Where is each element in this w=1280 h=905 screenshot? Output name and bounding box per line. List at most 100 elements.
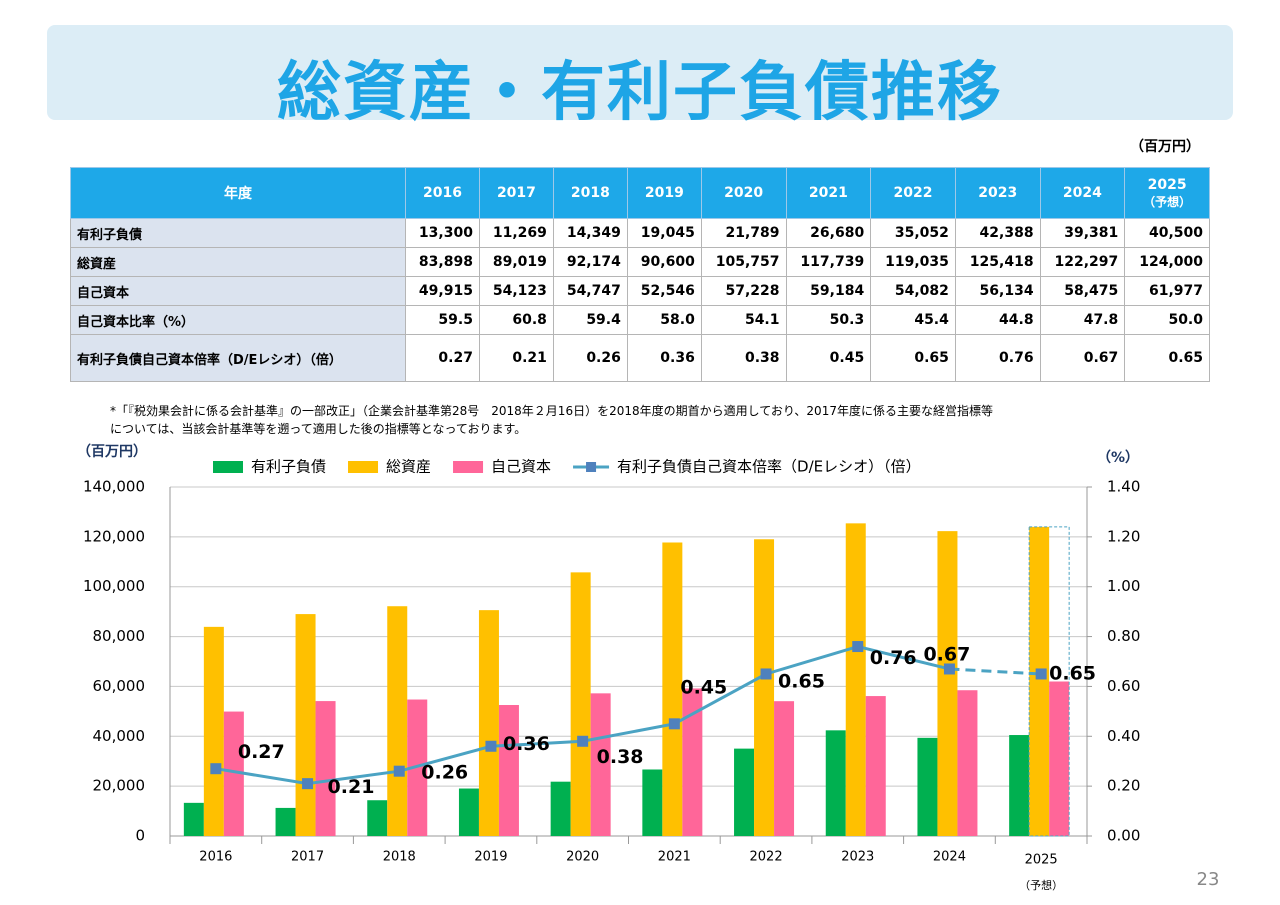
header-note: （予想）	[1143, 194, 1192, 209]
data-label: 0.26	[421, 762, 468, 784]
x-tick-label: 2023	[841, 850, 874, 865]
title-band: 総資産・有利子負債推移	[47, 25, 1233, 130]
legend-swatch	[348, 461, 379, 473]
y-tick-label: 0	[135, 827, 145, 845]
bar	[825, 730, 846, 836]
value-cell: 105,757	[700, 247, 787, 277]
header-cell: 2025 （予想）	[1124, 167, 1210, 219]
footnote-line: については、当該会計基準等を遡って適用した後の指標等となっております。	[110, 422, 527, 436]
value-cell: 39,381	[1039, 218, 1126, 248]
bar	[774, 701, 795, 836]
x-tick-label: 2018	[383, 850, 416, 865]
bar	[754, 539, 775, 836]
y2-axis-label: （%）	[1097, 450, 1139, 466]
header-text: 2018	[570, 185, 610, 201]
x-tick-label: 2025	[1025, 853, 1058, 868]
value-cell: 92,174	[552, 247, 628, 277]
header-text: 2024	[1062, 185, 1102, 201]
page-number: 23	[1197, 869, 1220, 890]
header-cell: 2020	[700, 167, 787, 219]
bar	[957, 690, 978, 836]
value-cell: 42,388	[954, 218, 1041, 248]
header-cell: 2021	[785, 167, 872, 219]
x-tick-label: 2017	[291, 850, 324, 865]
header-text: 2020	[724, 185, 764, 201]
value-cell: 40,500	[1124, 218, 1210, 248]
data-label: 0.76	[870, 647, 917, 669]
y2-tick-label: 1.00	[1107, 577, 1140, 595]
footnote-line: *「『税効果会計に係る会計基準』の一部改正」（企業会計基準第28号 2018年２…	[110, 404, 993, 418]
bar	[315, 701, 336, 836]
header-text: 2019	[644, 185, 684, 201]
value-cell: 61,977	[1124, 276, 1210, 306]
y-tick-label: 120,000	[83, 527, 145, 545]
value-cell: 0.45	[785, 334, 872, 382]
bar	[917, 737, 938, 836]
line-forecast	[949, 667, 1042, 676]
bar	[367, 800, 388, 836]
value-cell: 0.76	[954, 334, 1041, 382]
header-text: 年度	[224, 186, 252, 202]
table-row: 自己資本 49,915 54,123 54,747 52,546 57,228 59,184…	[70, 276, 1210, 306]
y2-tick-label: 0.40	[1107, 727, 1140, 745]
value-cell: 50.0	[1124, 305, 1210, 335]
header-cell: 2024	[1039, 167, 1126, 219]
data-label: 0.67	[923, 643, 970, 665]
y2-tick-label: 0.60	[1107, 677, 1140, 695]
x-tick-label: 2019	[474, 850, 507, 865]
line-marker	[1035, 668, 1047, 680]
data-label: 0.36	[503, 733, 550, 755]
bar	[203, 626, 224, 836]
y-tick-label: 40,000	[93, 727, 146, 745]
y-tick-label: 80,000	[93, 627, 146, 645]
y2-tick-label: 1.20	[1107, 527, 1140, 545]
bar	[550, 781, 571, 836]
line-marker	[302, 778, 314, 790]
value-cell: 52,546	[626, 276, 702, 306]
x-tick-label: 2022	[750, 850, 783, 865]
legend-label: 有利子負債自己資本倍率（D/Eレシオ）（倍）	[617, 458, 921, 476]
data-table: 年度 2016 2017 2018 2019 2020 2021 2022 2023 2024 20…	[70, 167, 1210, 382]
header-text: 2025	[1147, 176, 1187, 193]
legend-swatch	[213, 461, 243, 473]
header-text: 2023	[978, 185, 1018, 201]
header-cell: 2018	[552, 167, 628, 219]
bar	[662, 542, 683, 836]
value-cell: 89,019	[478, 247, 554, 277]
y-tick-label: 140,000	[83, 478, 145, 496]
header-text: 2017	[496, 185, 536, 201]
y2-tick-label: 0.80	[1107, 627, 1140, 645]
bar	[295, 614, 316, 836]
bar	[845, 523, 866, 836]
slide-title: 総資産・有利子負債推移	[277, 56, 1003, 130]
header-text: 2021	[808, 185, 848, 201]
x-tick-label: 2024	[933, 850, 966, 865]
bar	[642, 769, 663, 836]
y-axis-label: （百万円）	[77, 444, 147, 460]
legend-label: 総資産	[386, 458, 431, 476]
header-text: 2016	[422, 185, 462, 201]
value-cell: 0.65	[870, 334, 956, 382]
value-cell: 83,898	[405, 247, 480, 277]
value-cell: 0.65	[1124, 334, 1210, 382]
bar	[937, 531, 958, 836]
y-tick-label: 60,000	[93, 677, 146, 695]
row-label: 自己資本	[70, 276, 406, 306]
line-marker	[668, 718, 680, 730]
x-tick-label: 2021	[658, 850, 691, 865]
header-text: 2022	[893, 185, 933, 201]
value-cell: 59,184	[785, 276, 872, 306]
x-tick-note: （予想）	[1019, 878, 1063, 892]
header-cell: 2016	[405, 167, 480, 219]
bar	[590, 693, 611, 836]
footnote: *「『税効果会計に係る会計基準』の一部改正」（企業会計基準第28号 2018年２…	[110, 402, 993, 438]
y2-tick-label: 0.20	[1107, 777, 1140, 795]
header-cell: 年度	[70, 167, 406, 219]
data-label: 0.65	[778, 670, 825, 692]
value-cell: 125,418	[954, 247, 1041, 277]
bar	[1029, 526, 1050, 836]
value-cell: 13,300	[405, 218, 480, 248]
bar	[1009, 735, 1030, 836]
row-label: 自己資本比率（%）	[70, 305, 406, 335]
